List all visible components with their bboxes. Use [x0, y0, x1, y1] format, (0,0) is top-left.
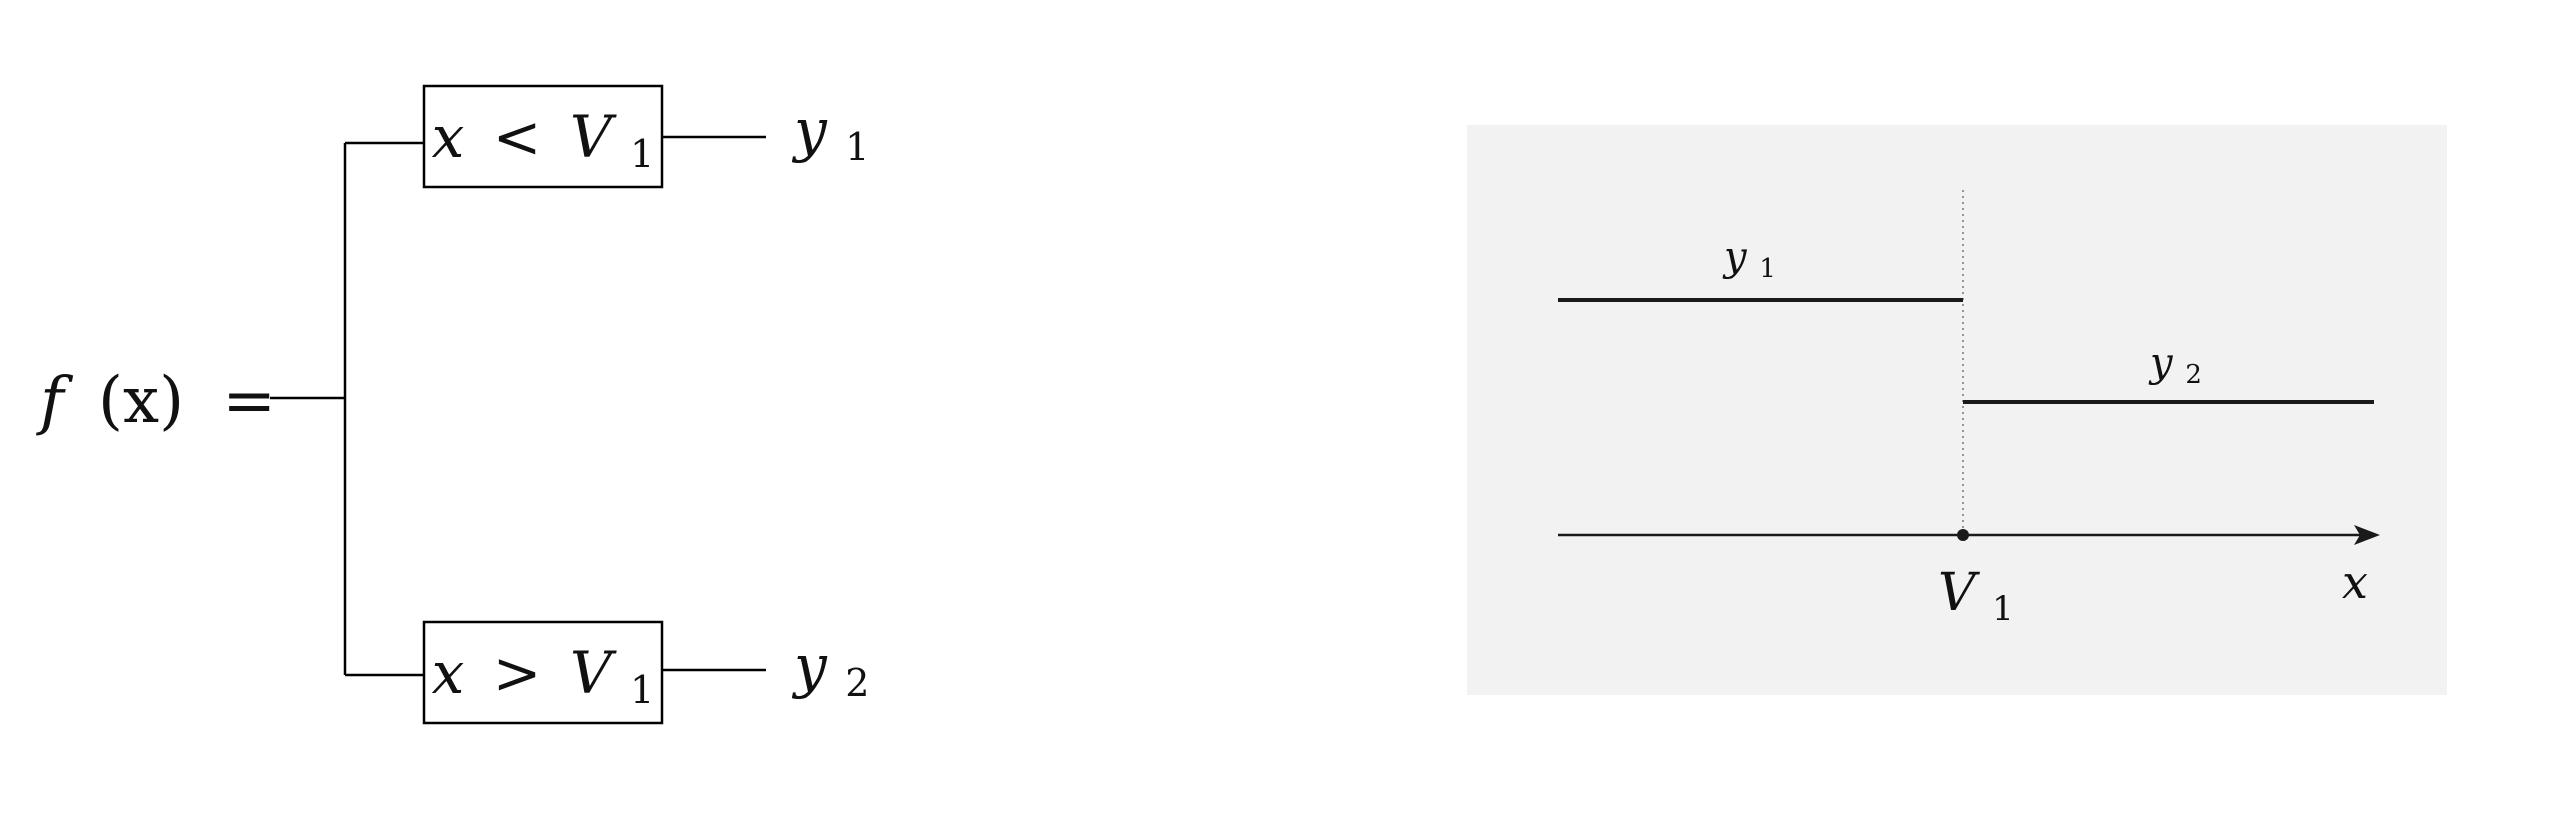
condition-lower-text: x > V 1 [432, 639, 655, 712]
result-upper-var: y [791, 96, 828, 164]
function-lhs: f (x) = [36, 364, 276, 438]
condition-lower-sub: 1 [630, 668, 654, 712]
result-lower-var: y [791, 632, 828, 700]
function-argument: (x) [98, 364, 184, 438]
condition-box-upper: x < V 1 [422, 84, 664, 189]
split-label-sub: 1 [1992, 589, 2014, 629]
plot-background [1467, 125, 2447, 695]
condition-box-upper-frame [422, 84, 664, 189]
condition-lower-operator: > [493, 639, 542, 707]
condition-upper-operator: < [493, 103, 542, 171]
result-upper-sub: 1 [845, 125, 869, 169]
split-point-marker [1957, 529, 1969, 541]
segment-y2-label: y 2 [2148, 340, 2202, 390]
result-lower: y 2 [791, 632, 869, 705]
step-plot: y 1 y 2 V 1 x [1467, 125, 2447, 695]
x-axis-arrowhead [2354, 525, 2380, 545]
function-name: f [36, 364, 74, 438]
segment-y2-label-var: y [2148, 340, 2174, 386]
segment-y1-label-sub: 1 [1759, 254, 1776, 284]
condition-upper-text: x < V 1 [432, 103, 655, 176]
x-axis-label: x [2342, 555, 2368, 609]
condition-box-lower-frame [422, 620, 664, 725]
condition-lower-var: x [432, 639, 465, 707]
piecewise-definition: f (x) = x < V 1 y 1 x [36, 84, 869, 725]
result-lower-sub: 2 [845, 661, 869, 705]
split-label-var: V [1938, 563, 1980, 623]
segment-y1-label: y 1 [1722, 234, 1776, 284]
result-upper: y 1 [791, 96, 869, 169]
condition-upper-var: x [432, 103, 465, 171]
condition-upper-bound: V [570, 103, 617, 171]
split-label: V 1 [1938, 563, 2014, 629]
segment-y2-label-sub: 2 [2185, 360, 2202, 390]
segment-y1-label-var: y [1722, 234, 1748, 280]
condition-lower-bound: V [570, 639, 617, 707]
equals-sign: = [222, 364, 276, 438]
condition-upper-sub: 1 [630, 132, 654, 176]
condition-box-lower: x > V 1 [422, 620, 664, 725]
